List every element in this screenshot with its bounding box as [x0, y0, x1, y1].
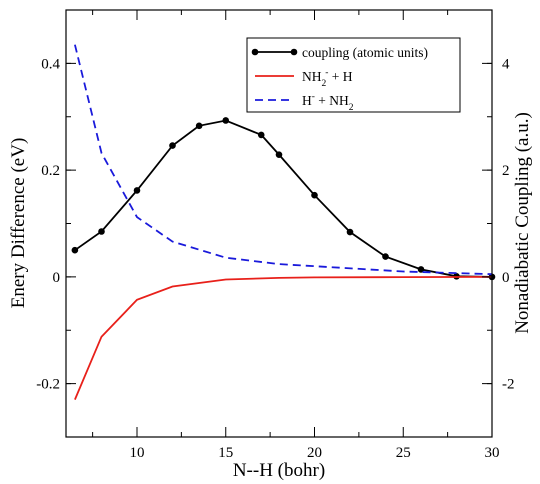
- legend-nh2-base: NH: [302, 69, 322, 84]
- data-point-coupling: [417, 266, 425, 273]
- x-tick-label: 10: [130, 445, 145, 461]
- legend: coupling (atomic units) NH2- + H H- + NH…: [246, 37, 461, 113]
- legend-nh2-sup: -: [325, 68, 328, 78]
- legend-nh2-sub: 2: [322, 79, 327, 89]
- data-point-coupling: [222, 117, 230, 124]
- x-tick-label: 15: [218, 445, 233, 461]
- y-left-tick-label: 0.4: [41, 56, 60, 72]
- y-right-tick-label: 0: [502, 270, 510, 286]
- legend-h-sub: 2: [349, 103, 354, 113]
- data-point-coupling: [71, 246, 79, 254]
- legend-label-coupling: coupling (atomic units): [302, 45, 428, 60]
- data-point-coupling: [195, 122, 203, 130]
- x-tick-label: 20: [307, 445, 322, 461]
- legend-marker-coupling: [251, 48, 259, 56]
- y-axis-right-title: Nonadiabatic Coupling (a.u.): [512, 112, 533, 334]
- legend-nh2-rest: + H: [328, 69, 352, 84]
- series-line-coupling: [74, 119, 493, 278]
- x-axis-title: N--H (bohr): [233, 460, 325, 481]
- y-right-tick-label: 2: [502, 163, 510, 179]
- legend-h-sup: -: [312, 92, 315, 102]
- data-point-coupling: [169, 142, 176, 149]
- x-tick-label: 25: [396, 445, 411, 461]
- data-point-coupling: [311, 191, 318, 199]
- y-left-tick-label: 0: [53, 270, 61, 286]
- data-point-coupling: [98, 228, 105, 235]
- data-point-coupling: [382, 253, 389, 260]
- y-right-tick-label: -2: [502, 377, 515, 393]
- data-point-coupling: [346, 228, 354, 236]
- legend-label-h-minus-nh2: H- + NH2: [302, 92, 354, 113]
- data-point-coupling: [133, 187, 141, 194]
- legend-h-rest: + NH: [315, 93, 349, 108]
- legend-label-nh2-minus-h: NH2- + H: [302, 68, 353, 89]
- x-tick-label: 30: [485, 445, 500, 461]
- y-right-tick-label: 4: [502, 56, 510, 72]
- legend-marker-coupling: [290, 48, 298, 56]
- series-line-nh2_minus_h: [74, 275, 493, 400]
- y-left-tick-label: 0.2: [41, 163, 60, 179]
- y-left-tick-label: -0.2: [36, 377, 60, 393]
- y-axis-left-title: Enery Difference (eV): [8, 138, 29, 309]
- legend-h-base: H: [302, 93, 312, 108]
- series-line-h_minus_nh2: [74, 44, 493, 276]
- data-point-coupling: [257, 131, 265, 139]
- data-point-coupling: [275, 151, 283, 158]
